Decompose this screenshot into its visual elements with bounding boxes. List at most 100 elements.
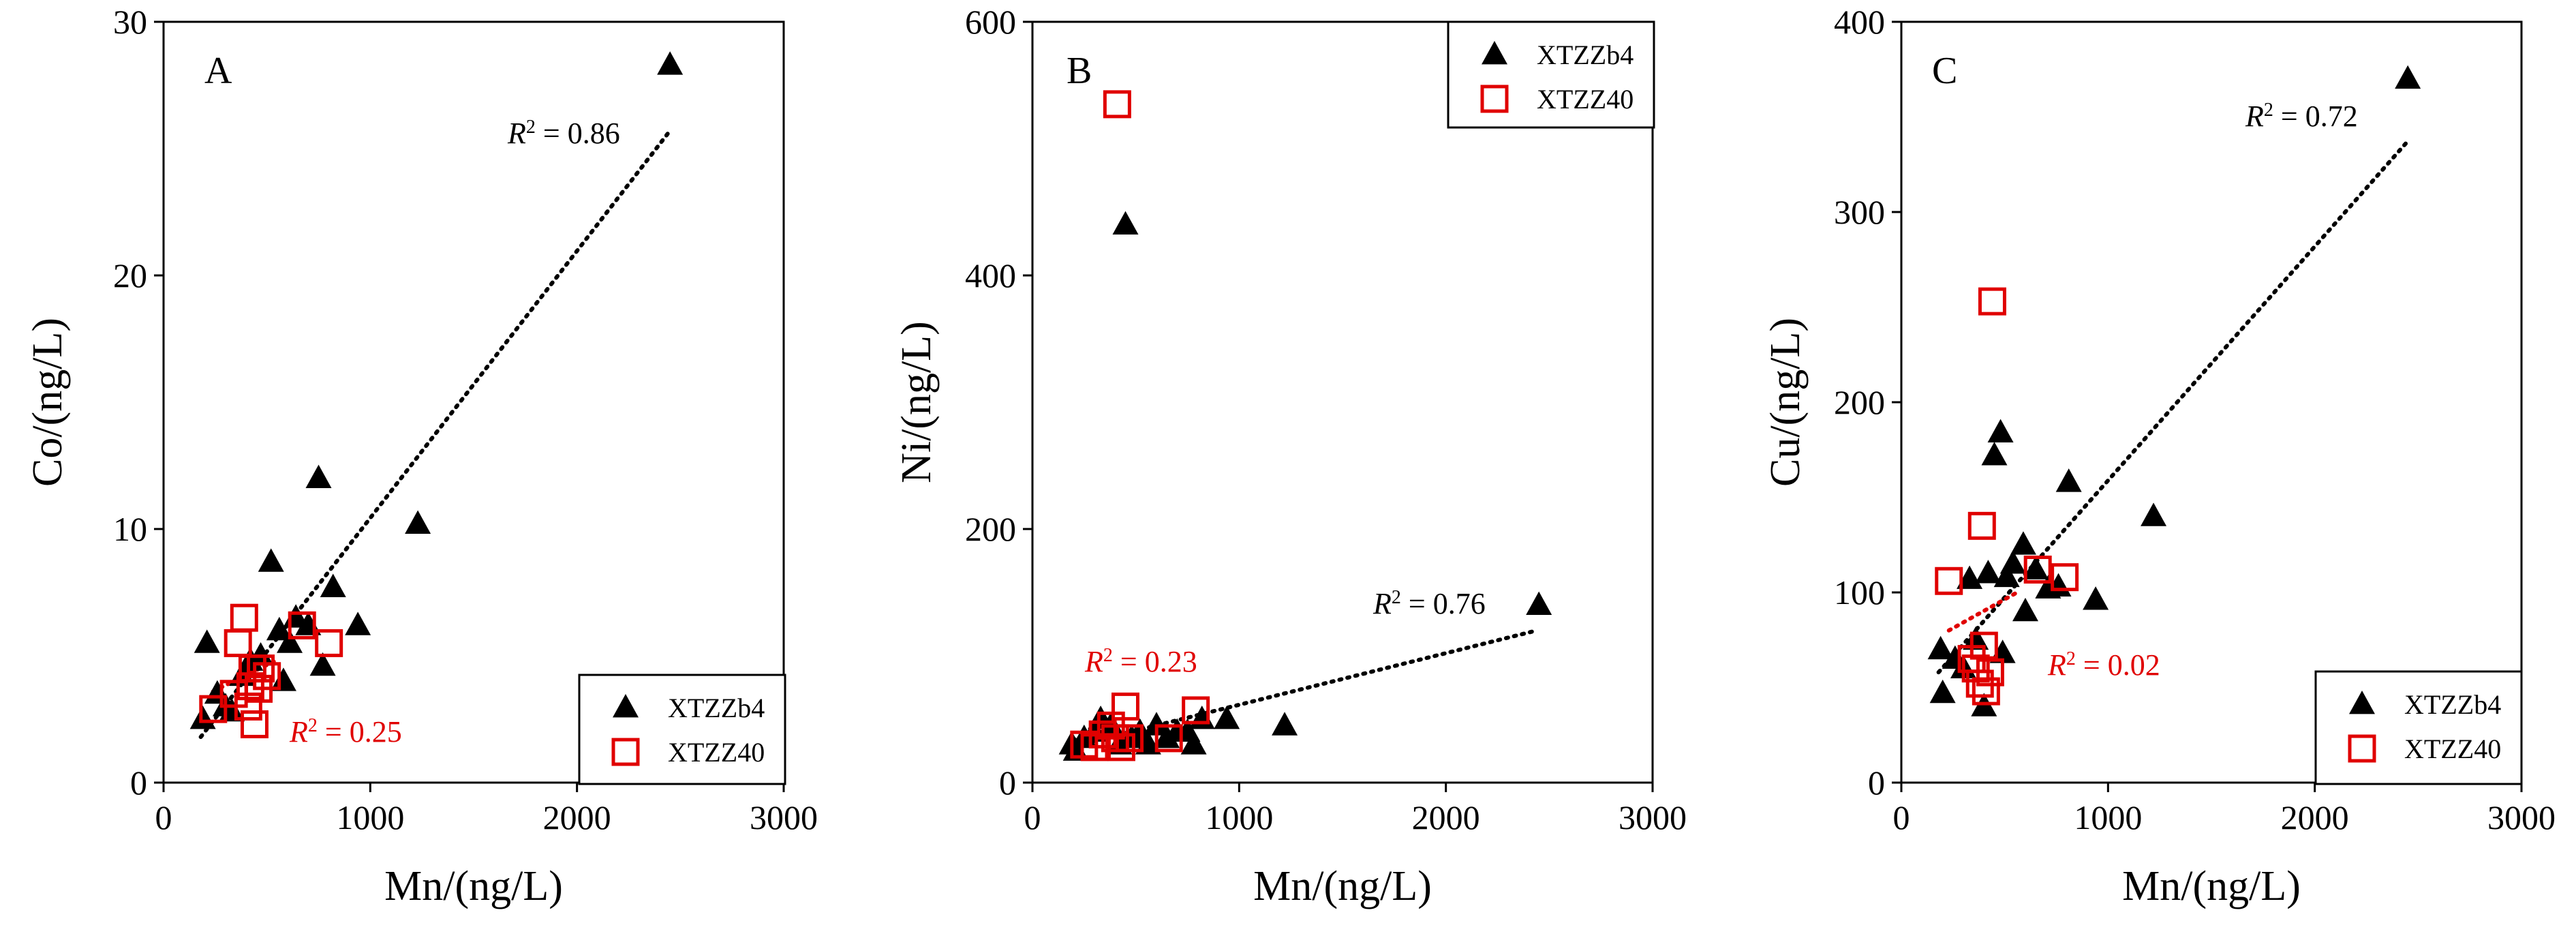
- x-tick-label: 2000: [1412, 798, 1480, 836]
- x-axis-label: Mn/(ng/L): [384, 863, 563, 909]
- data-point-xtzz40: [224, 629, 252, 657]
- r-squared-label: R2 = 0.86: [507, 117, 620, 151]
- y-tick-label: 400: [965, 256, 1016, 295]
- legend-marker-xtzz40: [611, 738, 640, 766]
- x-tick-label: 0: [155, 798, 172, 836]
- y-tick-label: 0: [130, 764, 147, 802]
- data-point-xtzz40: [247, 654, 275, 683]
- x-axis-label: Mn/(ng/L): [2122, 863, 2301, 909]
- x-tick-label: 2000: [2281, 798, 2349, 836]
- legend-label: XTZZb4: [1537, 40, 1634, 70]
- data-point-xtzz40: [230, 603, 258, 632]
- data-point-xtzz40: [1182, 696, 1210, 725]
- y-tick-label: 600: [965, 3, 1016, 41]
- data-point-xtzz40: [2023, 556, 2052, 584]
- legend-label: XTZZb4: [668, 693, 765, 723]
- x-tick-label: 3000: [750, 798, 818, 836]
- data-point-xtzz40: [1103, 90, 1131, 119]
- data-point-xtzz40: [1107, 733, 1135, 761]
- data-point-xtzzb4: [1927, 635, 1954, 660]
- y-tick-label: 0: [999, 764, 1016, 802]
- x-tick-label: 3000: [1619, 798, 1687, 836]
- data-point-xtzzb4: [657, 51, 684, 75]
- data-point-xtzzb4: [1526, 591, 1552, 615]
- panel-c: 0 1000 2000 3000 0 100 200 300 400 Mn/(ng/L) Cu/(n…: [1762, 3, 2556, 909]
- data-point-xtzzb4: [2083, 586, 2109, 610]
- data-point-xtzz40: [1154, 724, 1183, 753]
- data-point-xtzzb4: [1154, 724, 1180, 749]
- x-tick-label: 1000: [1205, 798, 1273, 836]
- data-point-xtzz40: [253, 662, 281, 691]
- data-point-xtzzb4: [1993, 563, 2020, 588]
- data-point-xtzz40: [234, 692, 262, 721]
- y-tick-label: 10: [113, 510, 147, 548]
- data-point-xtzz40: [236, 672, 264, 701]
- data-point-xtzzb4: [1975, 560, 2002, 584]
- data-point-xtzzb4: [2395, 65, 2421, 89]
- data-point-xtzzb4: [189, 706, 216, 729]
- y-tick-label: 300: [1834, 193, 1885, 231]
- data-point-xtzzb4: [2012, 597, 2038, 622]
- legend-marker-xtzz40: [2348, 734, 2376, 763]
- r-squared-label: R2 = 0.23: [1084, 645, 1197, 679]
- legend-box: [578, 674, 786, 785]
- legend-box: [2314, 670, 2523, 785]
- y-tick-label: 30: [113, 3, 147, 41]
- trendline-xtzzb4: [1067, 628, 1539, 749]
- x-tick-label: 1000: [336, 798, 404, 836]
- trendline-xtzzb4: [1936, 141, 2408, 675]
- data-point-xtzz40: [240, 710, 269, 738]
- legend: XTZZb4 XTZZ40: [1447, 20, 1655, 129]
- data-point-xtzz40: [1070, 730, 1099, 759]
- legend: XTZZb4 XTZZ40: [2314, 670, 2523, 785]
- x-axis-label: Mn/(ng/L): [1253, 863, 1432, 909]
- y-tick-label: 20: [113, 256, 147, 295]
- data-point-xtzzb4: [1981, 442, 2008, 466]
- data-point-xtzzb4: [1112, 211, 1139, 235]
- y-axis-label: Cu/(ng/L): [1762, 318, 1809, 487]
- data-point-xtzz40: [288, 611, 316, 639]
- data-point-xtzzb4: [305, 464, 332, 488]
- legend-marker-xtzzb4: [1482, 41, 1507, 65]
- plot-frame: [1900, 20, 2523, 784]
- data-point-xtzz40: [1935, 567, 1963, 595]
- x-tick-label: 2000: [543, 798, 611, 836]
- data-point-xtzzb4: [2141, 502, 2167, 526]
- data-point-xtzz40: [1967, 511, 1996, 540]
- data-point-xtzz40: [1976, 658, 2004, 686]
- r-squared-label: R2 = 0.76: [1373, 587, 1486, 621]
- y-tick-label: 100: [1834, 573, 1885, 612]
- data-point-xtzzb4: [1272, 712, 1298, 736]
- data-point-xtzzb4: [309, 652, 336, 676]
- trendline-xtzz40: [1946, 590, 2019, 633]
- panel-a: 0 1000 2000 3000 0 10 20 30 Mn/(ng/L) Co/(ng/L) A R…: [25, 3, 818, 909]
- data-point-xtzz40: [315, 629, 343, 657]
- data-point-xtzzb4: [258, 548, 284, 572]
- data-point-xtzzb4: [270, 667, 296, 691]
- data-point-xtzz40: [1961, 654, 1990, 683]
- data-point-xtzzb4: [320, 573, 346, 597]
- panel-letter: B: [1067, 50, 1092, 92]
- data-point-xtzzb4: [1999, 550, 2026, 574]
- data-point-xtzz40: [199, 695, 228, 723]
- y-tick-label: 200: [965, 510, 1016, 548]
- data-point-xtzzb4: [1189, 706, 1215, 729]
- legend-label: XTZZb4: [2404, 689, 2501, 720]
- x-tick-label: 3000: [2487, 798, 2556, 836]
- data-point-xtzz40: [1972, 677, 2000, 706]
- legend-marker-xtzzb4: [2349, 691, 2375, 714]
- data-point-xtzzb4: [247, 642, 274, 666]
- data-point-xtzzb4: [1180, 731, 1207, 755]
- legend-marker-xtzz40: [1480, 85, 1509, 113]
- data-point-xtzz40: [1978, 287, 2006, 316]
- data-point-xtzzb4: [266, 616, 292, 641]
- plot-frame: [162, 20, 785, 784]
- panel-letter: C: [1932, 50, 1957, 92]
- data-point-xtzzb4: [2010, 531, 2036, 555]
- y-axis-label: Co/(ng/L): [25, 318, 71, 487]
- data-point-xtzz40: [1101, 724, 1129, 753]
- data-point-xtzzb4: [1929, 679, 1956, 704]
- x-tick-label: 0: [1024, 798, 1041, 836]
- data-point-xtzz40: [1969, 631, 1998, 660]
